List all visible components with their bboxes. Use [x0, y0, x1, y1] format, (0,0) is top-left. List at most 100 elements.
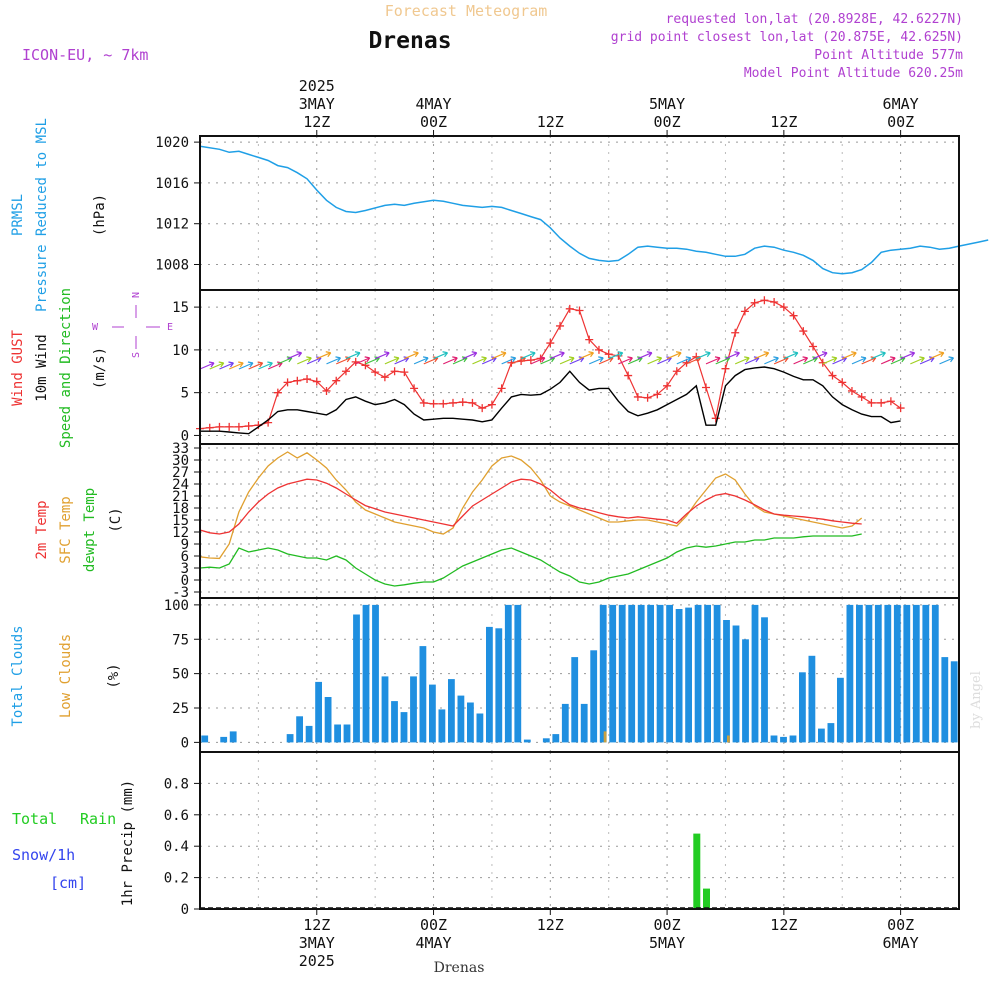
- total-cloud-bar: [856, 604, 863, 743]
- y-tick-label: -3: [172, 585, 189, 601]
- plot-area: 1008101210161020051015-30369121518212427…: [155, 77, 989, 970]
- wind-direction-arrow: [355, 356, 371, 365]
- gust-marker: [380, 373, 389, 382]
- cloud-labels: Total Clouds Low Clouds (%): [10, 625, 122, 726]
- y-tick-label: 9: [181, 537, 189, 553]
- y-tick-label: 0: [181, 735, 189, 751]
- total-cloud-bar: [628, 604, 636, 743]
- total-cloud-bar: [305, 725, 313, 743]
- total-cloud-bar: [315, 681, 322, 743]
- total-cloud-bar: [486, 626, 493, 743]
- gust-marker: [439, 399, 448, 408]
- panel-frame: [199, 135, 960, 291]
- total-cloud-bar: [476, 713, 484, 743]
- wind-direction-arrow: [705, 356, 721, 365]
- series-2m-temp: [199, 478, 862, 535]
- wind-direction-arrow: [501, 356, 517, 365]
- wind-direction-arrow: [764, 356, 779, 365]
- gust-marker: [789, 311, 798, 320]
- total-cloud-bar: [391, 701, 398, 743]
- gust-marker: [847, 386, 856, 395]
- total-cloud-bar: [514, 604, 522, 743]
- gust-marker: [449, 398, 457, 407]
- compass-n: N: [131, 292, 142, 298]
- wind-labels: Wind GUST 10m Wind Speed and Direction (…: [10, 288, 173, 448]
- gust-marker: [332, 376, 341, 385]
- temp-label-dewpt: dewpt Temp: [82, 488, 98, 572]
- y-tick-label: 12: [172, 525, 189, 541]
- top-time-label: 00Z: [654, 113, 681, 131]
- bottom-time-label: 00Z: [420, 916, 447, 934]
- panel-frame: [199, 597, 960, 753]
- gust-marker: [283, 378, 292, 387]
- gust-marker: [293, 376, 302, 385]
- gust-marker: [770, 297, 779, 306]
- cloud-label-total: Total Clouds: [10, 625, 26, 726]
- wind-direction-arrow: [939, 356, 955, 365]
- info-model-altitude: Model Point Altitude 620.25m: [744, 66, 963, 81]
- gust-marker: [341, 367, 350, 376]
- temp-label-unit: (C): [108, 507, 124, 532]
- gust-marker: [633, 392, 642, 401]
- gust-marker: [322, 386, 331, 395]
- top-time-label: 12Z: [537, 113, 564, 131]
- total-cloud-bar: [675, 609, 683, 743]
- pressure-labels: PRMSL Pressure Reduced to MSL (hPa): [10, 118, 108, 312]
- total-cloud-bar: [761, 617, 768, 743]
- total-cloud-bar: [694, 604, 702, 743]
- bottom-time-label: 00Z: [887, 916, 914, 934]
- precip-label-unit: 1hr Precip (mm): [120, 780, 136, 906]
- total-cloud-bar: [723, 620, 730, 743]
- wind-direction-arrow: [297, 356, 312, 365]
- wind-direction-arrow: [696, 351, 711, 360]
- total-cloud-bar: [950, 661, 958, 743]
- gust-marker: [653, 390, 662, 399]
- wind-direction-arrow: [588, 356, 604, 365]
- precip-bar: [703, 888, 710, 909]
- total-cloud-bar: [580, 703, 588, 743]
- total-cloud-bar: [201, 735, 209, 743]
- gust-marker: [877, 398, 886, 407]
- wind-direction-arrow: [841, 351, 857, 360]
- wind-label-unit: (m/s): [92, 347, 108, 389]
- precip-label-total: Total: [12, 810, 57, 828]
- total-cloud-bar: [286, 734, 294, 743]
- total-cloud-bar: [865, 604, 873, 743]
- y-tick-label: 3: [181, 561, 189, 577]
- gust-marker: [740, 307, 749, 316]
- wind-direction-arrow: [219, 361, 234, 370]
- wind-direction-arrow: [316, 351, 332, 360]
- wind-direction-arrow: [851, 356, 867, 365]
- gust-marker: [234, 422, 243, 431]
- wind-direction-arrow: [608, 351, 624, 360]
- top-time-label: 12Z: [303, 113, 330, 131]
- model-label: ICON-EU, ~ 7km: [22, 46, 148, 64]
- wind-direction-arrow: [326, 356, 341, 365]
- wind-direction-arrow: [822, 356, 838, 365]
- bottom-time-label: 6MAY: [883, 934, 919, 952]
- total-cloud-bar: [884, 604, 892, 743]
- gust-marker: [497, 384, 506, 393]
- top-time-label: 6MAY: [883, 95, 919, 113]
- gust-marker: [205, 423, 214, 432]
- total-cloud-bar: [296, 716, 303, 743]
- pressure-label-prmsl: PRMSL: [10, 194, 26, 236]
- total-cloud-bar: [599, 604, 607, 743]
- top-time-label: 2025: [299, 77, 335, 95]
- gust-marker: [487, 400, 496, 409]
- series-dewpt-temp: [199, 533, 862, 587]
- wind-direction-arrow: [618, 356, 633, 365]
- total-cloud-bar: [637, 604, 645, 743]
- gust-marker: [575, 306, 584, 315]
- total-cloud-bar: [827, 723, 835, 743]
- gust-marker: [556, 321, 565, 330]
- y-tick-label: 24: [172, 477, 189, 493]
- top-time-label: 00Z: [887, 113, 914, 131]
- wind-direction-arrow: [248, 361, 264, 370]
- y-tick-label: 0: [181, 573, 189, 589]
- gust-marker: [303, 374, 312, 383]
- gust-marker: [896, 404, 905, 413]
- wind-direction-arrow: [725, 351, 740, 360]
- precip-label-snow: Snow/1h: [12, 846, 75, 864]
- total-cloud-bar: [780, 736, 787, 743]
